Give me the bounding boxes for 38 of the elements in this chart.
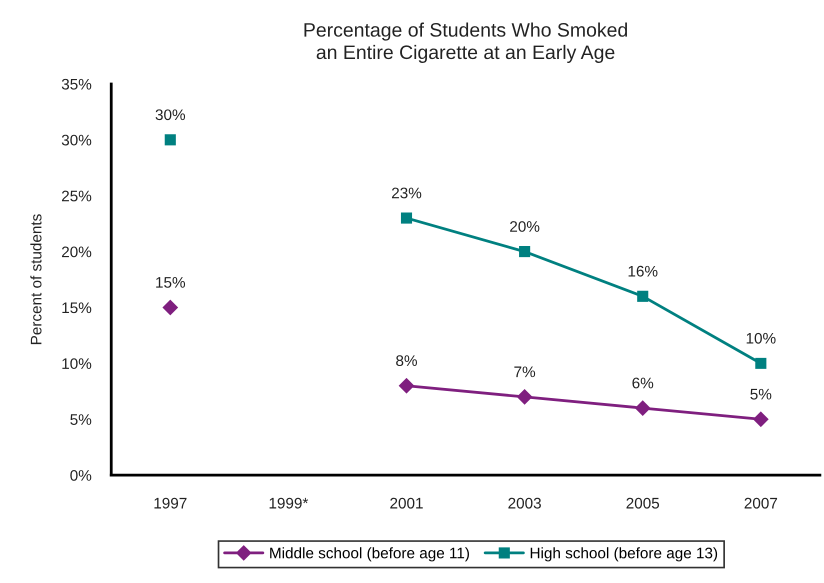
point (755, 358, 766, 369)
data-label: 23% (392, 188, 422, 198)
x-tick-label: 2001 (390, 498, 423, 509)
y-tick-label: 0% (70, 470, 92, 481)
chart-title: Percentage of Students Who Smoked an Entire Cigarette at an Early Age (304, 22, 627, 63)
x-tick-label: 1997 (154, 498, 187, 509)
point (753, 412, 768, 427)
y-tick-label: 25% (62, 190, 92, 202)
y-tick-label: 5% (70, 414, 92, 425)
y-tick-label: 10% (62, 358, 92, 370)
legend-label: Middle school (before age 11) (270, 547, 469, 562)
y-tick-label: 15% (62, 302, 92, 314)
x-tick-label: 2007 (744, 498, 778, 509)
point (517, 389, 532, 404)
x-tick-label: 2003 (508, 498, 541, 509)
data-label: 15% (156, 277, 186, 288)
point (400, 212, 412, 224)
point (164, 134, 176, 146)
y-tick-label: 30% (62, 134, 92, 146)
y-tick-label: 20% (62, 246, 92, 258)
data-label: 5% (750, 388, 772, 400)
point (519, 246, 530, 258)
point (162, 300, 178, 316)
point (635, 400, 650, 416)
data-label: 7% (514, 366, 536, 378)
data-label: 10% (746, 332, 776, 344)
y-tick-label: 35% (62, 78, 92, 90)
data-label: 16% (628, 266, 658, 277)
data-label: 8% (396, 355, 418, 366)
y-axis-title: Percent of students (30, 214, 42, 344)
data-label: 20% (510, 221, 540, 232)
legend-label: High school (before age 13) (530, 547, 718, 562)
data-label: 6% (632, 378, 654, 388)
x-tick-label: 2005 (626, 498, 660, 509)
x-tick-label: 1999* (270, 498, 308, 509)
data-label: 30% (156, 109, 186, 120)
point (637, 290, 648, 302)
point (398, 378, 414, 394)
